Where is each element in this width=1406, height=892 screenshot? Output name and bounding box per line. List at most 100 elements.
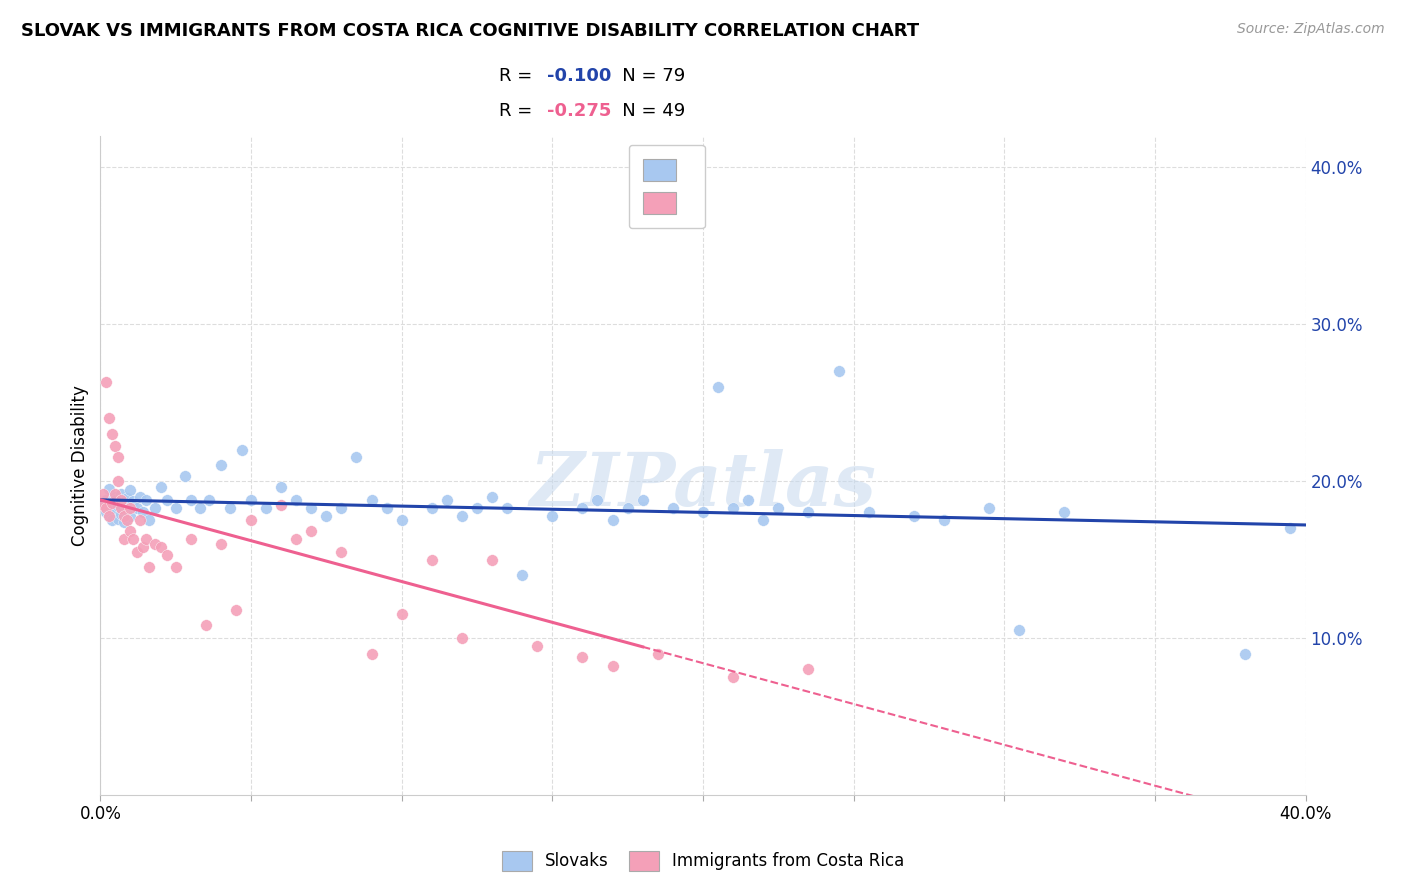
Point	[647, 647, 669, 661]
Legend: Slovaks, Immigrants from Costa Rica: Slovaks, Immigrants from Costa Rica	[494, 842, 912, 880]
Point	[120, 524, 142, 539]
Point	[436, 492, 458, 507]
Point	[96, 500, 118, 515]
Point	[1008, 623, 1031, 637]
Point	[360, 647, 382, 661]
Point	[114, 496, 136, 510]
Point	[165, 560, 187, 574]
Point	[107, 474, 129, 488]
Point	[122, 494, 145, 508]
Point	[173, 469, 195, 483]
Point	[707, 380, 730, 394]
Point	[120, 508, 142, 523]
Point	[231, 442, 253, 457]
Point	[496, 500, 519, 515]
Point	[107, 511, 129, 525]
Point	[93, 498, 115, 512]
Text: -0.275: -0.275	[547, 102, 612, 120]
Point	[117, 513, 139, 527]
Point	[110, 486, 132, 500]
Point	[131, 505, 153, 519]
Point	[299, 524, 322, 539]
Point	[375, 500, 398, 515]
Text: Source: ZipAtlas.com: Source: ZipAtlas.com	[1237, 22, 1385, 37]
Point	[270, 498, 292, 512]
Point	[225, 603, 247, 617]
Point	[110, 492, 132, 507]
Point	[165, 500, 187, 515]
Point	[104, 490, 127, 504]
Point	[149, 540, 172, 554]
Point	[96, 375, 118, 389]
Point	[346, 450, 368, 465]
Point	[104, 439, 127, 453]
Point	[104, 492, 127, 507]
Point	[180, 532, 202, 546]
Point	[135, 532, 157, 546]
Point	[98, 508, 121, 523]
Point	[125, 544, 148, 558]
Point	[330, 500, 353, 515]
Point	[391, 607, 413, 622]
Text: -0.100: -0.100	[547, 67, 612, 85]
Point	[752, 513, 775, 527]
Point	[107, 499, 129, 513]
Point	[156, 548, 179, 562]
Point	[180, 492, 202, 507]
Point	[662, 500, 685, 515]
Point	[98, 482, 121, 496]
Point	[194, 618, 217, 632]
Text: R =: R =	[499, 67, 538, 85]
Legend: , : ,	[628, 145, 704, 228]
Point	[101, 496, 124, 510]
Point	[465, 500, 488, 515]
Point	[110, 507, 132, 521]
Point	[330, 544, 353, 558]
Point	[131, 540, 153, 554]
Text: ZIPatlas: ZIPatlas	[530, 449, 876, 521]
Point	[209, 537, 232, 551]
Point	[93, 498, 115, 512]
Text: SLOVAK VS IMMIGRANTS FROM COSTA RICA COGNITIVE DISABILITY CORRELATION CHART: SLOVAK VS IMMIGRANTS FROM COSTA RICA COG…	[21, 22, 920, 40]
Point	[188, 500, 211, 515]
Point	[270, 480, 292, 494]
Point	[128, 513, 150, 527]
Point	[481, 490, 503, 504]
Point	[571, 649, 593, 664]
Point	[93, 486, 115, 500]
Point	[602, 513, 624, 527]
Point	[526, 639, 548, 653]
Point	[797, 662, 820, 676]
Point	[510, 568, 533, 582]
Point	[110, 500, 132, 515]
Point	[481, 552, 503, 566]
Point	[391, 513, 413, 527]
Point	[96, 505, 118, 519]
Y-axis label: Cognitive Disability: Cognitive Disability	[72, 384, 89, 546]
Point	[101, 496, 124, 510]
Point	[420, 552, 443, 566]
Point	[1234, 647, 1257, 661]
Point	[631, 492, 654, 507]
Point	[858, 505, 880, 519]
Point	[104, 502, 127, 516]
Point	[114, 532, 136, 546]
Point	[96, 492, 118, 507]
Point	[571, 500, 593, 515]
Point	[285, 492, 308, 507]
Point	[107, 450, 129, 465]
Point	[104, 486, 127, 500]
Point	[219, 500, 242, 515]
Point	[120, 500, 142, 515]
Point	[198, 492, 221, 507]
Point	[156, 492, 179, 507]
Point	[138, 560, 160, 574]
Point	[979, 500, 1001, 515]
Point	[101, 426, 124, 441]
Point	[101, 513, 124, 527]
Point	[692, 505, 714, 519]
Point	[143, 537, 166, 551]
Point	[1279, 521, 1302, 535]
Point	[143, 500, 166, 515]
Point	[451, 508, 474, 523]
